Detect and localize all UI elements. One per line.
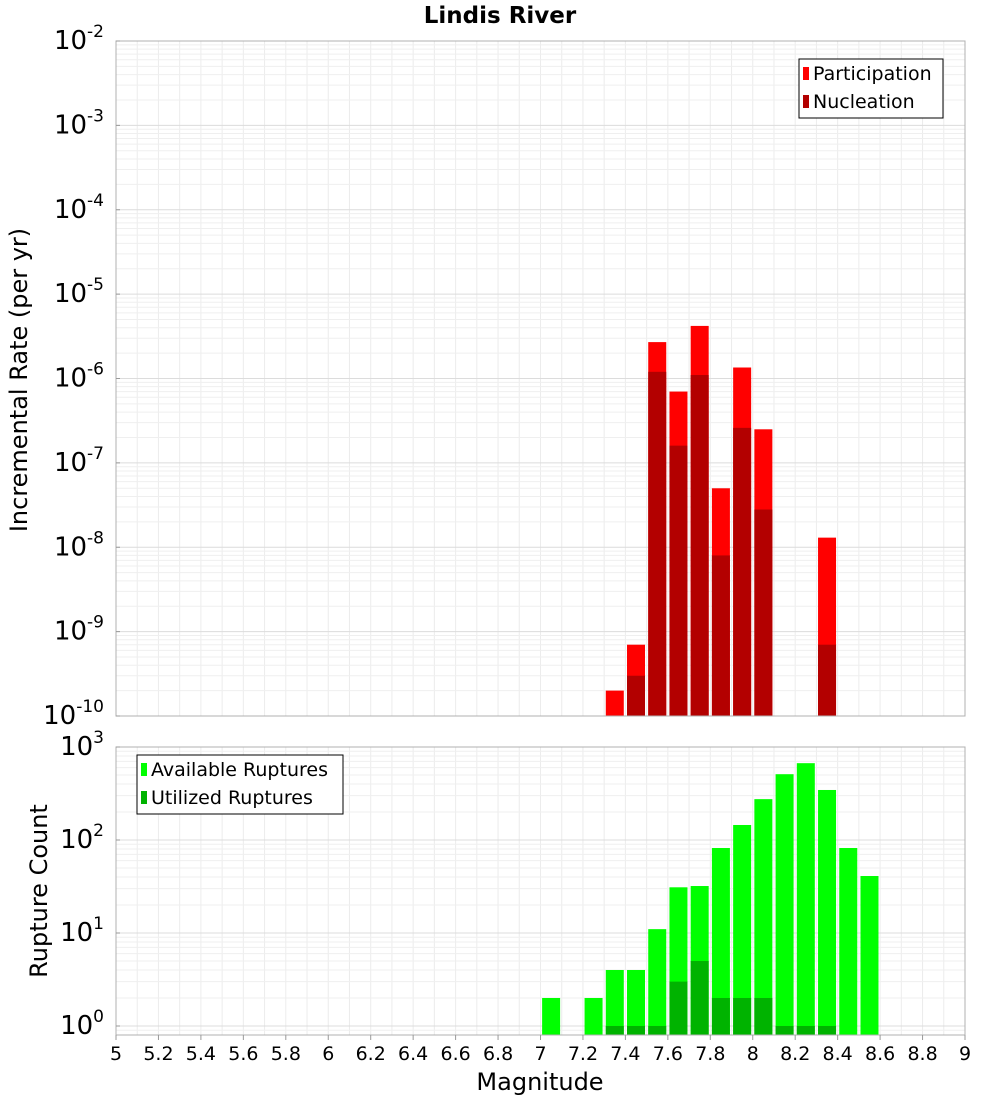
bottom-bar-utilized-ruptures bbox=[605, 1025, 624, 1035]
x-tick-label: 6.8 bbox=[483, 1043, 513, 1065]
bottom-bar-utilized-ruptures bbox=[818, 1025, 837, 1035]
legend-available-label: Available Ruptures bbox=[151, 759, 328, 781]
top-bar-nucleation bbox=[818, 644, 837, 716]
bottom-bar-utilized-ruptures bbox=[775, 1025, 794, 1035]
bottom-bar-available-ruptures bbox=[818, 789, 837, 1035]
x-tick-label: 8.2 bbox=[780, 1043, 810, 1065]
bottom-bar-utilized-ruptures bbox=[627, 1025, 646, 1035]
x-tick-label: 6 bbox=[322, 1043, 334, 1065]
top-bar-nucleation bbox=[627, 675, 646, 716]
x-tick-label: 5.6 bbox=[228, 1043, 258, 1065]
bottom-bar-utilized-ruptures bbox=[711, 997, 730, 1035]
bottom-bar-utilized-ruptures bbox=[669, 981, 688, 1035]
top-bar-nucleation bbox=[711, 555, 730, 716]
legend-nucleation-label: Nucleation bbox=[813, 91, 915, 113]
x-tick-label: 5.8 bbox=[271, 1043, 301, 1065]
x-tick-label: 7 bbox=[534, 1043, 546, 1065]
x-axis-label: Magnitude bbox=[476, 1068, 603, 1096]
top-y-tick-label: 10-10 bbox=[43, 697, 104, 731]
bottom-bar-utilized-ruptures bbox=[796, 1025, 815, 1035]
bottom-bar-available-ruptures bbox=[775, 774, 794, 1035]
legend-utilized-label: Utilized Ruptures bbox=[151, 787, 313, 809]
x-tick-label: 8.8 bbox=[907, 1043, 937, 1065]
legend-utilized-swatch bbox=[141, 791, 147, 804]
bottom-panel: 100 101 102 103 5 5.2 5.4 5.6 5.8 6 6.2 6.4 6.6 6.8 7… bbox=[25, 728, 971, 1096]
x-tick-label: 8.6 bbox=[865, 1043, 895, 1065]
chart-title: Lindis River bbox=[424, 3, 577, 29]
top-y-tick-label: 10-4 bbox=[54, 191, 104, 225]
top-y-tick-label: 10-6 bbox=[54, 360, 104, 394]
bottom-y-tick-label: 103 bbox=[60, 728, 104, 762]
bottom-legend-box bbox=[136, 754, 344, 815]
top-bars bbox=[605, 325, 837, 716]
top-bar-nucleation bbox=[733, 427, 752, 716]
top-bar-nucleation bbox=[669, 445, 688, 716]
bottom-bar-available-ruptures bbox=[711, 848, 730, 1035]
bottom-bar-available-ruptures bbox=[860, 876, 879, 1035]
bottom-bar-available-ruptures bbox=[796, 763, 815, 1035]
bottom-bar-utilized-ruptures bbox=[754, 997, 773, 1035]
bottom-bar-utilized-ruptures bbox=[648, 1025, 667, 1035]
legend-participation-swatch bbox=[803, 67, 809, 80]
top-y-tick-label: 10-7 bbox=[54, 444, 104, 478]
bottom-y-tick-label: 100 bbox=[60, 1007, 104, 1041]
bottom-y-ticks: 100 101 102 103 bbox=[60, 728, 120, 1041]
x-tick-label: 5.4 bbox=[186, 1043, 216, 1065]
bottom-bar-available-ruptures bbox=[627, 969, 646, 1035]
top-bar-nucleation bbox=[690, 375, 709, 716]
x-tick-label: 5.2 bbox=[143, 1043, 173, 1065]
x-tick-label: 6.4 bbox=[398, 1043, 428, 1065]
x-tick-label: 8 bbox=[747, 1043, 759, 1065]
bottom-bar-utilized-ruptures bbox=[733, 997, 752, 1035]
top-y-tick-label: 10-8 bbox=[54, 528, 104, 562]
bottom-bar-available-ruptures bbox=[733, 824, 752, 1035]
x-tick-label: 7.4 bbox=[610, 1043, 640, 1065]
bottom-bar-available-ruptures bbox=[754, 799, 773, 1035]
bottom-bars bbox=[542, 763, 879, 1035]
top-legend: Participation Nucleation bbox=[798, 58, 944, 119]
bottom-y-axis-label: Rupture Count bbox=[25, 804, 53, 978]
x-tick-labels: 5 5.2 5.4 5.6 5.8 6 6.2 6.4 6.6 6.8 7 7.2 7.4 7.6 7.8 8… bbox=[110, 1035, 971, 1065]
top-bar-nucleation bbox=[754, 509, 773, 716]
x-tick-label: 8.4 bbox=[823, 1043, 853, 1065]
bottom-bar-available-ruptures bbox=[605, 969, 624, 1035]
x-tick-label: 5 bbox=[110, 1043, 122, 1065]
x-tick-label: 7.6 bbox=[653, 1043, 683, 1065]
bottom-bar-available-ruptures bbox=[584, 997, 603, 1035]
bottom-bar-available-ruptures bbox=[542, 997, 561, 1035]
bottom-y-tick-label: 102 bbox=[60, 821, 104, 855]
top-y-tick-label: 10-3 bbox=[54, 106, 104, 140]
bottom-bar-available-ruptures bbox=[648, 929, 667, 1035]
legend-nucleation-swatch bbox=[803, 95, 809, 108]
top-y-tick-label: 10-2 bbox=[54, 22, 104, 56]
top-legend-box bbox=[798, 58, 944, 119]
x-tick-label: 6.6 bbox=[440, 1043, 470, 1065]
top-grid bbox=[116, 40, 965, 717]
top-panel: 10-10 10-9 10-8 10-7 10-6 10-5 10-4 10-3 10-2 In… bbox=[5, 22, 966, 731]
x-tick-label: 7.2 bbox=[568, 1043, 598, 1065]
top-bar-participation bbox=[605, 690, 624, 716]
bottom-bar-available-ruptures bbox=[839, 848, 858, 1035]
x-tick-label: 6.2 bbox=[356, 1043, 386, 1065]
top-y-tick-label: 10-5 bbox=[54, 275, 104, 309]
top-bar-nucleation bbox=[648, 371, 667, 716]
legend-participation-label: Participation bbox=[813, 63, 932, 85]
top-y-tick-label: 10-9 bbox=[54, 613, 104, 647]
top-y-ticks: 10-10 10-9 10-8 10-7 10-6 10-5 10-4 10-3 10-2 bbox=[43, 22, 120, 731]
legend-available-swatch bbox=[141, 763, 147, 776]
top-y-axis-label: Incremental Rate (per yr) bbox=[5, 228, 33, 532]
bottom-y-tick-label: 101 bbox=[60, 914, 104, 948]
x-tick-label: 7.8 bbox=[695, 1043, 725, 1065]
bottom-bar-utilized-ruptures bbox=[690, 960, 709, 1035]
x-tick-label: 9 bbox=[959, 1043, 971, 1065]
bottom-legend: Available Ruptures Utilized Ruptures bbox=[136, 754, 344, 815]
